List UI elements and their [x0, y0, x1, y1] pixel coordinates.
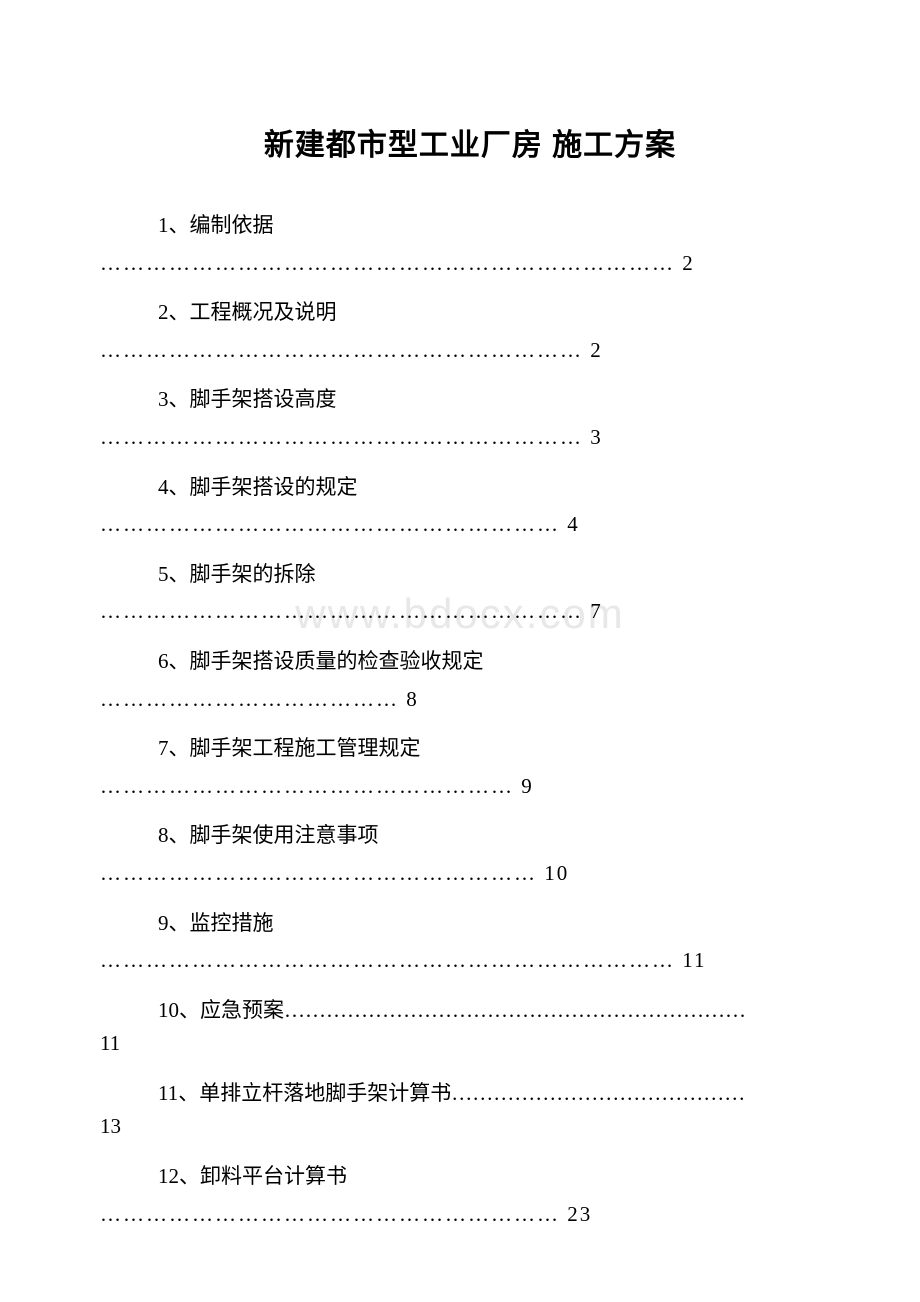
toc-label: 8、脚手架使用注意事项 — [100, 819, 840, 853]
toc-label: 10、应急预案………………………………………………………… — [100, 998, 746, 1022]
toc-page-number: 11 — [100, 1031, 120, 1055]
toc-label: 2、工程概况及说明 — [100, 296, 840, 330]
toc-dots: …………………………………………………… 4 — [100, 508, 840, 542]
page-title: 新建都市型工业厂房 施工方案 — [100, 120, 840, 164]
toc-item: 12、卸料平台计算书 …………………………………………………… 23 — [100, 1160, 840, 1231]
toc-dots: ……………………………………………………… 2 — [100, 334, 840, 368]
toc-item: 10、应急预案………………………………………………………… 11 — [100, 994, 840, 1061]
toc-item: 7、脚手架工程施工管理规定 ……………………………………………… 9 — [100, 732, 840, 803]
toc-page-number: 13 — [100, 1114, 121, 1138]
toc-label: 3、脚手架搭设高度 — [100, 383, 840, 417]
toc-item: 3、脚手架搭设高度 ……………………………………………………… 3 — [100, 383, 840, 454]
toc-label: 7、脚手架工程施工管理规定 — [100, 732, 840, 766]
toc-item: 1、编制依据 ………………………………………………………………… 2 — [100, 209, 840, 280]
toc-label: 5、脚手架的拆除 — [100, 558, 840, 592]
document-content: 新建都市型工业厂房 施工方案 1、编制依据 …………………………………………………… — [100, 120, 840, 1231]
toc-item: 5、脚手架的拆除……………………………………………………… 7 — [100, 558, 840, 629]
toc-item: 4、脚手架搭设的规定…………………………………………………… 4 — [100, 471, 840, 542]
toc-item: 8、脚手架使用注意事项 ………………………………………………… 10 — [100, 819, 840, 890]
toc-label: 6、脚手架搭设质量的检查验收规定 — [100, 645, 840, 679]
toc-label: 12、卸料平台计算书 — [100, 1160, 840, 1194]
toc-item: 9、监控措施………………………………………………………………… 11 — [100, 907, 840, 978]
toc-dots: …………………………………………………… 23 — [100, 1198, 840, 1232]
table-of-contents: 1、编制依据 ………………………………………………………………… 2 2、工程概况及… — [100, 209, 840, 1231]
toc-label: 11、单排立杆落地脚手架计算书…………………………………… — [100, 1081, 745, 1105]
toc-label: 1、编制依据 — [100, 209, 840, 243]
toc-label: 4、脚手架搭设的规定 — [100, 471, 840, 505]
toc-dots: ………………………………………………………………… 11 — [100, 944, 840, 978]
toc-dots: ……………………………………………………… 7 — [100, 595, 840, 629]
toc-item: 11、单排立杆落地脚手架计算书…………………………………… 13 — [100, 1077, 840, 1144]
toc-dots: ………………………………… 8 — [100, 683, 840, 717]
toc-label: 9、监控措施 — [100, 907, 840, 941]
toc-item: 6、脚手架搭设质量的检查验收规定 ………………………………… 8 — [100, 645, 840, 716]
toc-dots: ………………………………………………………………… 2 — [100, 247, 840, 281]
toc-item: 2、工程概况及说明 ……………………………………………………… 2 — [100, 296, 840, 367]
toc-dots: ………………………………………………… 10 — [100, 857, 840, 891]
toc-dots: ……………………………………………… 9 — [100, 770, 840, 804]
toc-dots: ……………………………………………………… 3 — [100, 421, 840, 455]
